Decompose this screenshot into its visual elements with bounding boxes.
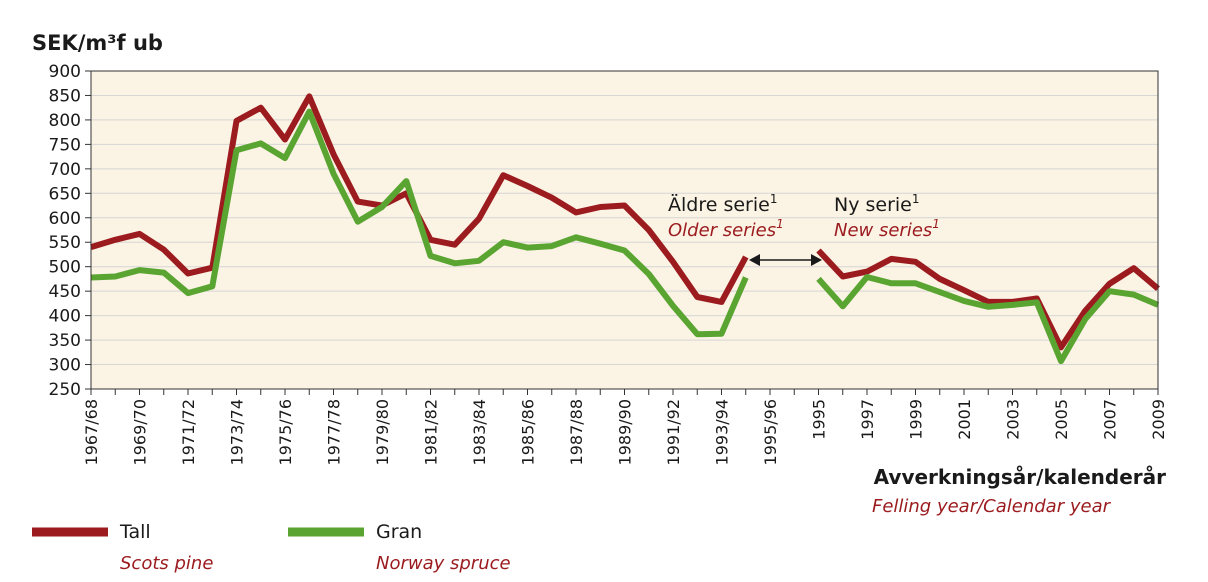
x-tick-label: 1981/82 xyxy=(422,399,441,465)
series-group xyxy=(90,93,1160,365)
x-tick-label: 1989/90 xyxy=(616,399,635,465)
x-tick-label: 2003 xyxy=(1004,399,1023,440)
x-tick-label: 2007 xyxy=(1101,399,1120,440)
x-tick-label: 1973/74 xyxy=(228,399,247,465)
legend-label-gran-en: Norway spruce xyxy=(376,553,511,574)
x-tick-label: 1997 xyxy=(858,399,877,440)
legend-label-tall-en: Scots pine xyxy=(120,553,213,574)
x-axis-label: Avverkningsår/kalenderår xyxy=(874,465,1166,489)
x-tick-label: 1971/72 xyxy=(179,399,198,465)
new-series-label-en: New series1 xyxy=(834,217,940,241)
legend: Tall Scots pine Gran Norway spruce xyxy=(32,521,511,574)
series-line-gran-old xyxy=(90,108,749,338)
y-tick-label: 800 xyxy=(49,111,81,131)
y-tick-label: 450 xyxy=(49,282,81,302)
y-tick-label: 250 xyxy=(49,380,81,400)
y-tick-label: 900 xyxy=(49,62,81,82)
legend-label-gran: Gran xyxy=(376,521,422,543)
x-tick-label: 1975/76 xyxy=(276,399,295,465)
y-tick-label: 550 xyxy=(49,233,81,253)
series-line-gran-new xyxy=(816,274,1160,365)
old-series-label: Äldre serie1 xyxy=(668,192,777,216)
y-tick-label: 350 xyxy=(49,331,81,351)
y-tick-label: 300 xyxy=(49,356,81,376)
new-series-label: Ny serie1 xyxy=(834,192,920,216)
y-tick-label: 650 xyxy=(49,184,81,204)
plot-area xyxy=(91,71,1158,389)
x-axis-label-en: Felling year/Calendar year xyxy=(872,496,1112,517)
y-axis-label: SEK/m³f ub xyxy=(32,31,163,55)
x-tick-label: 1977/78 xyxy=(325,399,344,465)
x-axis: 1967/68 1969/70 1971/72 1973/74 1975/76 1977/… xyxy=(82,389,1168,465)
y-tick-label: 600 xyxy=(49,209,81,229)
y-tick-label: 700 xyxy=(49,160,81,180)
x-tick-label: 1983/84 xyxy=(470,399,489,465)
x-tick-label: 2009 xyxy=(1149,399,1168,440)
x-tick-label: 1995 xyxy=(810,399,829,440)
x-tick-label: 2001 xyxy=(955,399,974,440)
x-tick-label: 1985/86 xyxy=(519,399,538,465)
x-tick-label: 1969/70 xyxy=(131,399,150,465)
y-tick-label: 750 xyxy=(49,135,81,155)
plot-frame xyxy=(90,70,1159,390)
y-axis: 900 850 800 750 700 650 600 550 500 450 400 350 300 2… xyxy=(49,62,91,400)
y-tick-label: 400 xyxy=(49,307,81,327)
series-gap-arrow xyxy=(749,254,822,266)
x-tick-label: 1991/92 xyxy=(664,399,683,465)
series-line-tall-new xyxy=(816,248,1160,351)
x-tick-label: 1993/94 xyxy=(713,399,732,465)
y-tick-label: 850 xyxy=(49,86,81,106)
x-tick-label: 1995/96 xyxy=(761,399,780,465)
x-tick-label: 2005 xyxy=(1052,399,1071,440)
x-tick-label: 1987/88 xyxy=(567,399,586,465)
x-tick-label: 1979/80 xyxy=(373,399,392,465)
y-tick-label: 500 xyxy=(49,258,81,278)
x-tick-label: 1999 xyxy=(907,399,926,440)
old-series-label-en: Older series1 xyxy=(668,217,784,241)
legend-label-tall: Tall xyxy=(119,521,151,543)
x-tick-label: 1967/68 xyxy=(82,399,101,465)
